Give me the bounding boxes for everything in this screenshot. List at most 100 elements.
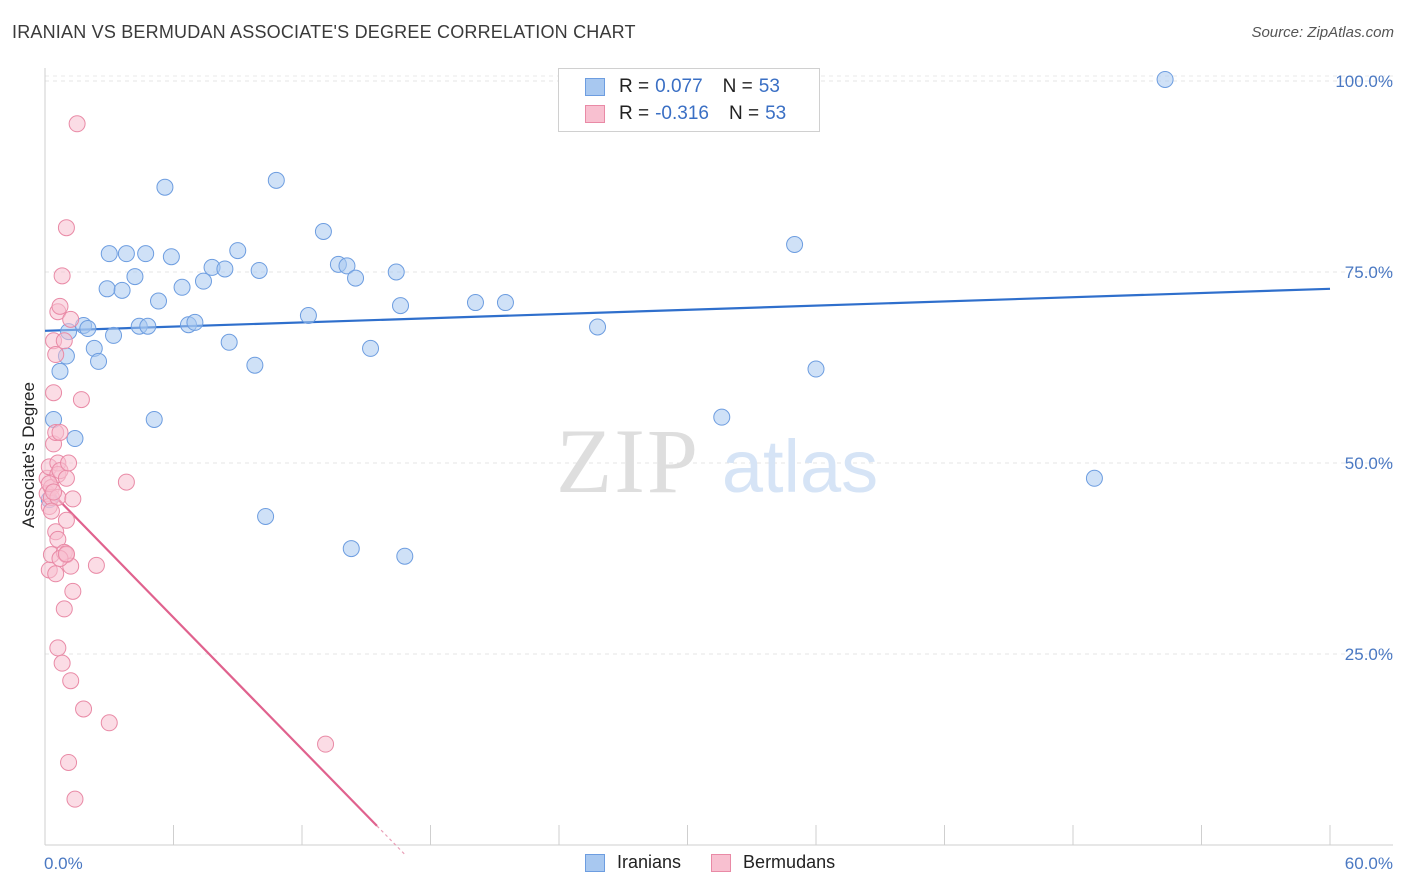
point-iranians	[387, 263, 405, 281]
correlation-legend: R = 0.077 N = 53 R = -0.316 N = 53	[558, 68, 820, 132]
point-iranians	[786, 235, 804, 253]
point-iranians	[250, 261, 268, 279]
point-iranians	[100, 245, 118, 263]
y-tick-label: 75.0%	[1345, 263, 1393, 282]
point-iranians	[1156, 70, 1174, 88]
point-bermudans	[117, 473, 135, 491]
series-legend-iranians[interactable]: Iranians	[585, 852, 681, 873]
point-bermudans	[45, 483, 63, 501]
legend-r-value: 0.077	[655, 76, 703, 97]
point-iranians	[246, 356, 264, 374]
point-iranians	[299, 307, 317, 325]
point-iranians	[186, 313, 204, 331]
x-tick-label: 0.0%	[44, 854, 83, 873]
point-iranians	[342, 540, 360, 558]
point-iranians	[220, 333, 238, 351]
point-iranians	[713, 408, 731, 426]
series-legend: Iranians Bermudans	[585, 852, 865, 873]
legend-row-iranians: R = 0.077 N = 53	[585, 75, 780, 99]
point-bermudans	[55, 332, 73, 350]
legend-n-value: 53	[765, 103, 787, 124]
point-iranians	[229, 242, 247, 260]
legend-swatch-iranians	[585, 78, 605, 96]
point-bermudans	[62, 672, 80, 690]
point-iranians	[156, 178, 174, 196]
point-iranians	[257, 507, 275, 525]
point-iranians	[98, 280, 116, 298]
point-bermudans	[60, 454, 78, 472]
point-iranians	[267, 171, 285, 189]
point-iranians	[396, 547, 414, 565]
point-bermudans	[72, 391, 90, 409]
series-label-bermudans: Bermudans	[743, 852, 836, 872]
series-swatch-iranians	[585, 853, 605, 872]
x-tick-label: 60.0%	[1345, 854, 1393, 873]
axis-labels: 25.0% 50.0% 75.0% 100.0% 0.0% 60.0% Associate'…	[19, 72, 1393, 873]
legend-swatch-bermudans	[585, 105, 605, 123]
point-bermudans	[75, 700, 93, 718]
legend-row-bermudans: R = -0.316 N = 53	[585, 102, 786, 126]
chart-source: Source: ZipAtlas.com	[1251, 24, 1394, 41]
point-bermudans	[45, 384, 63, 402]
trend-extension-bermudans	[376, 825, 406, 855]
point-bermudans	[87, 556, 105, 574]
point-iranians	[117, 245, 135, 263]
point-bermudans	[57, 469, 75, 487]
trend-lines	[44, 287, 1331, 855]
point-iranians	[466, 294, 484, 312]
point-iranians	[216, 260, 234, 278]
y-tick-label: 25.0%	[1345, 645, 1393, 664]
point-iranians	[105, 326, 123, 344]
legend-n-label: N =	[728, 103, 760, 124]
axes	[44, 68, 1393, 846]
watermark: ZIP atlas	[556, 410, 878, 512]
point-iranians	[139, 317, 157, 335]
point-bermudans	[57, 511, 75, 529]
point-iranians	[173, 278, 191, 296]
point-bermudans	[42, 502, 60, 520]
point-iranians	[362, 339, 380, 357]
point-iranians	[338, 257, 356, 275]
legend-r-value: -0.316	[655, 103, 709, 124]
data-points	[38, 70, 1174, 808]
point-bermudans	[55, 600, 73, 618]
point-iranians	[113, 281, 131, 299]
point-iranians	[314, 223, 332, 241]
point-bermudans	[317, 735, 335, 753]
point-iranians	[589, 318, 607, 336]
point-iranians	[1085, 469, 1103, 487]
point-bermudans	[49, 639, 67, 657]
series-swatch-bermudans	[711, 853, 732, 872]
point-iranians	[347, 269, 365, 287]
watermark-atlas: atlas	[722, 425, 878, 508]
point-iranians	[150, 292, 168, 310]
point-iranians	[162, 248, 180, 266]
point-bermudans	[47, 565, 65, 583]
watermark-zip: ZIP	[556, 410, 700, 512]
point-bermudans	[68, 115, 86, 133]
point-bermudans	[53, 654, 71, 672]
trend-line-bermudans	[44, 485, 378, 827]
point-bermudans	[57, 219, 75, 237]
series-legend-bermudans[interactable]: Bermudans	[711, 852, 835, 873]
point-iranians	[137, 245, 155, 263]
point-iranians	[392, 297, 410, 315]
y-axis-title: Associate's Degree	[19, 382, 38, 528]
point-iranians	[496, 294, 514, 312]
y-tick-label: 50.0%	[1345, 454, 1393, 473]
point-bermudans	[47, 346, 65, 364]
legend-r-label: R =	[619, 76, 650, 97]
point-iranians	[66, 430, 84, 448]
point-bermudans	[51, 423, 69, 441]
point-bermudans	[66, 790, 84, 808]
point-iranians	[145, 410, 163, 428]
legend-n-value: 53	[758, 76, 780, 97]
series-label-iranians: Iranians	[617, 852, 682, 872]
point-bermudans	[51, 297, 69, 315]
point-iranians	[51, 362, 69, 380]
point-bermudans	[64, 582, 82, 600]
point-iranians	[90, 352, 108, 370]
point-bermudans	[62, 310, 80, 328]
point-iranians	[194, 272, 212, 290]
